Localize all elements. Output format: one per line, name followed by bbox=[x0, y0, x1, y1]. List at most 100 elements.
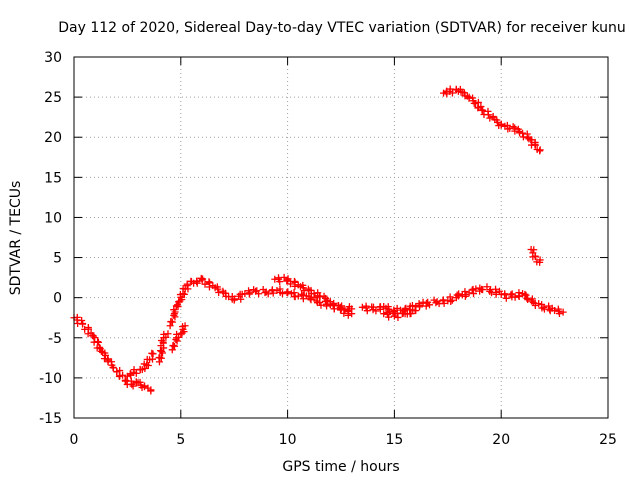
data-point bbox=[551, 307, 559, 315]
x-tick-label: 0 bbox=[70, 432, 79, 448]
data-point-fill bbox=[193, 279, 201, 287]
data-point-fill bbox=[144, 362, 152, 370]
x-axis-tick-labels: 0 5 10 15 20 25 bbox=[70, 432, 617, 448]
data-point-fill bbox=[402, 304, 410, 312]
data-point bbox=[149, 350, 157, 358]
data-point-fill bbox=[446, 85, 454, 93]
data-point-fill bbox=[369, 303, 377, 311]
data-point-fill bbox=[298, 290, 306, 298]
data-point bbox=[519, 129, 527, 137]
data-point-fill bbox=[155, 354, 163, 362]
data-point bbox=[348, 310, 356, 318]
data-point-fill bbox=[132, 369, 140, 377]
y-tick-label: 20 bbox=[44, 130, 62, 146]
data-point-fill bbox=[406, 306, 414, 314]
data-point-fill bbox=[84, 330, 92, 338]
data-point-fill bbox=[337, 304, 345, 312]
data-point bbox=[168, 346, 176, 354]
data-point-fill bbox=[94, 338, 102, 346]
data-point-fill bbox=[486, 114, 494, 122]
data-point-fill bbox=[455, 290, 463, 298]
data-point-fill bbox=[426, 301, 434, 309]
data-point-fill bbox=[461, 288, 469, 296]
data-point bbox=[181, 322, 189, 330]
data-point-fill bbox=[255, 290, 263, 298]
data-point bbox=[536, 147, 544, 155]
data-point-fill bbox=[284, 288, 292, 296]
data-point bbox=[358, 303, 366, 311]
y-tick-label: 25 bbox=[44, 90, 62, 106]
data-point-fill bbox=[184, 285, 192, 293]
data-point bbox=[147, 386, 155, 394]
x-tick-label: 25 bbox=[599, 432, 617, 448]
data-point-fill bbox=[222, 289, 230, 297]
data-point-fill bbox=[109, 364, 117, 372]
y-tick-label: -15 bbox=[39, 411, 62, 427]
y-axis-label: SDTVAR / TECUs bbox=[8, 181, 24, 296]
data-point-fill bbox=[175, 333, 183, 341]
data-point-fill bbox=[94, 338, 102, 346]
y-tick-label: -10 bbox=[39, 371, 62, 387]
data-point-fill bbox=[96, 345, 104, 353]
data-point-fill bbox=[531, 252, 539, 260]
data-point-fill bbox=[407, 310, 415, 318]
data-point-fill bbox=[169, 342, 177, 350]
chart-title: Day 112 of 2020, Sidereal Day-to-day VTE… bbox=[58, 20, 626, 36]
y-tick-label: 10 bbox=[44, 210, 62, 226]
data-point-fill bbox=[372, 307, 380, 315]
data-point-fill bbox=[174, 301, 182, 309]
data-point-fill bbox=[483, 283, 491, 291]
y-tick-label: 30 bbox=[44, 50, 62, 66]
data-point-fill bbox=[183, 280, 191, 288]
data-point-fill bbox=[130, 366, 138, 374]
data-point-fill bbox=[264, 290, 272, 298]
data-point-fill bbox=[172, 302, 180, 310]
data-point-fill bbox=[310, 290, 318, 298]
data-point-fill bbox=[205, 283, 213, 291]
data-point-fill bbox=[363, 307, 371, 315]
data-point-fill bbox=[201, 280, 209, 288]
data-point bbox=[412, 307, 420, 315]
data-point-fill bbox=[307, 296, 315, 304]
data-point-fill bbox=[317, 301, 325, 309]
data-point-fill bbox=[522, 291, 530, 299]
data-point-fill bbox=[530, 246, 538, 254]
data-point-fill bbox=[119, 371, 127, 379]
data-point-fill bbox=[340, 309, 348, 317]
data-point-fill bbox=[307, 286, 315, 294]
data-point-fill bbox=[199, 275, 207, 283]
x-tick-label: 15 bbox=[385, 432, 403, 448]
data-point-fill bbox=[519, 133, 527, 141]
data-point bbox=[164, 330, 172, 338]
data-point-fill bbox=[528, 295, 536, 303]
data-point-fill bbox=[531, 140, 539, 148]
data-point-fill bbox=[527, 136, 535, 144]
data-point-fill bbox=[276, 285, 284, 293]
data-point bbox=[326, 300, 334, 308]
data-point-fill bbox=[511, 293, 519, 301]
data-point-fill bbox=[448, 296, 456, 304]
y-tick-label: 0 bbox=[53, 291, 62, 307]
data-point-fill bbox=[394, 313, 402, 321]
data-point-fill bbox=[511, 124, 519, 132]
data-point bbox=[422, 299, 430, 307]
data-point-fill bbox=[167, 318, 175, 326]
data-point-fill bbox=[384, 303, 392, 311]
data-point-fill bbox=[316, 293, 324, 301]
data-point-fill bbox=[268, 286, 276, 294]
data-point-fill bbox=[171, 308, 179, 316]
data-point-fill bbox=[158, 347, 166, 355]
data-point-fill bbox=[432, 299, 440, 307]
data-point-fill bbox=[330, 305, 338, 313]
data-point-fill bbox=[299, 281, 307, 289]
data-point-fill bbox=[545, 302, 553, 310]
data-point-fill bbox=[278, 290, 286, 298]
data-point bbox=[380, 310, 388, 318]
data-point-fill bbox=[286, 280, 294, 288]
data-point bbox=[484, 111, 492, 119]
data-point-fill bbox=[213, 283, 221, 291]
data-point-fill bbox=[468, 286, 476, 294]
x-tick-label: 5 bbox=[176, 432, 185, 448]
